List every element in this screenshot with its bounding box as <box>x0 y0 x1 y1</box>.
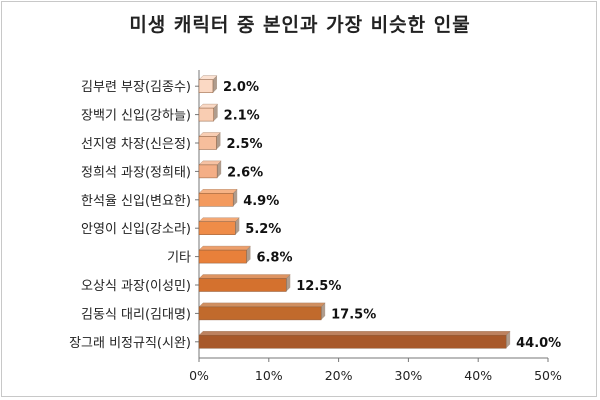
bar <box>198 164 218 179</box>
category-label: 김부련 부장(김종수) <box>81 80 191 95</box>
bar-top-face <box>198 217 240 222</box>
bar-side-face <box>321 302 326 320</box>
category-label: 안영이 신입(강소라) <box>81 222 191 237</box>
x-tick-label: 40% <box>464 368 492 383</box>
x-tick-label: 50% <box>534 368 562 383</box>
category-label: 정희석 과장(정희태) <box>81 165 191 180</box>
category-label: 오상식 과장(이성민) <box>81 279 191 294</box>
bar-side-face <box>233 189 238 207</box>
bar-side-face <box>506 331 511 349</box>
data-label: 2.0% <box>223 80 259 95</box>
x-tick-label: 20% <box>325 368 353 383</box>
bar-side-face <box>213 104 218 122</box>
bar <box>198 221 236 235</box>
data-label: 4.9% <box>243 194 279 209</box>
bar-top-face <box>198 331 511 336</box>
data-label: 6.8% <box>256 251 292 266</box>
bar-side-face <box>235 217 240 235</box>
bar-top-face <box>198 245 251 251</box>
bar-top-face <box>198 189 238 194</box>
bar <box>198 335 507 349</box>
x-tick-label: 10% <box>255 368 283 383</box>
bar <box>198 278 287 292</box>
category-label: 김동식 대리(김대명) <box>81 307 191 322</box>
chart-title: 미생 캐릭터 중 본인과 가장 비슷한 인물 <box>129 14 471 36</box>
data-label: 5.2% <box>245 222 281 237</box>
bar-side-face <box>217 160 222 178</box>
bar-side-face <box>212 75 217 93</box>
bar-side-face <box>246 246 251 264</box>
bar <box>198 136 217 150</box>
category-label: 선지영 차장(신은정) <box>81 137 191 152</box>
category-label: 장백기 신입(강하늘) <box>81 109 191 124</box>
data-label: 2.6% <box>227 165 263 180</box>
bar-top-face <box>198 274 291 279</box>
category-label: 한석율 신입(변요한) <box>81 194 191 209</box>
category-label: 장그래 비정규직(시완) <box>69 336 191 351</box>
bar <box>198 249 247 264</box>
data-label: 12.5% <box>296 279 341 294</box>
bar-top-face <box>198 302 326 308</box>
data-label: 2.1% <box>224 109 260 124</box>
bar <box>198 107 214 122</box>
data-label: 44.0% <box>516 336 561 351</box>
bar-side-face <box>216 132 221 150</box>
data-label: 17.5% <box>331 307 376 322</box>
bar <box>198 306 322 321</box>
bar <box>198 79 214 93</box>
x-tick-label: 30% <box>395 368 423 383</box>
x-tick-label: 0% <box>189 368 209 383</box>
data-label: 2.5% <box>226 137 262 152</box>
bar <box>198 193 234 207</box>
bar-side-face <box>286 274 291 292</box>
category-label: 기타 <box>167 251 191 266</box>
